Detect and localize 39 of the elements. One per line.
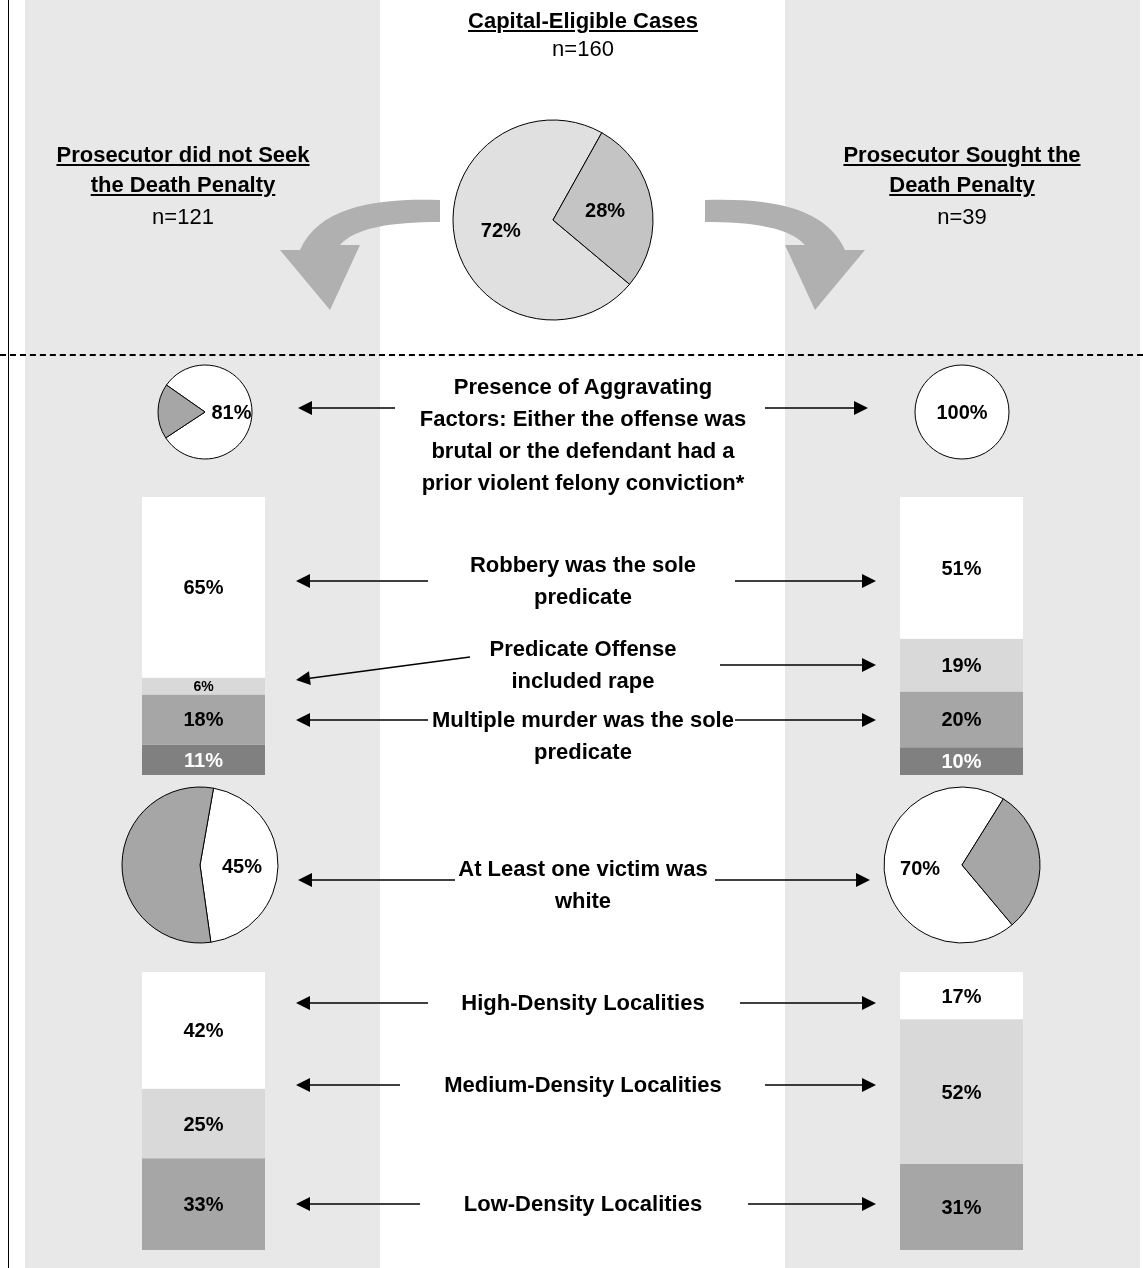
data-label: 81% bbox=[211, 401, 252, 424]
bar bbox=[142, 744, 265, 775]
data-label: 52% bbox=[941, 1080, 982, 1103]
data-label: 10% bbox=[941, 750, 982, 773]
text: n=39 bbox=[936, 203, 988, 231]
data-label: 72% bbox=[480, 218, 522, 241]
data-label: 70% bbox=[900, 856, 941, 879]
text: Multiple murder was the sole predicate bbox=[431, 706, 735, 766]
data-label: 51% bbox=[941, 556, 982, 579]
data-label: 17% bbox=[941, 984, 982, 1007]
chart-subtitle: n=160 bbox=[551, 36, 615, 62]
bar bbox=[142, 694, 265, 745]
text: Predicate Offense included rape bbox=[488, 635, 678, 695]
data-label: 100% bbox=[936, 401, 988, 423]
text: At Least one victim was white bbox=[457, 855, 709, 915]
data-label: 42% bbox=[183, 1019, 224, 1042]
data-label: 28% bbox=[585, 199, 626, 222]
text: Presence of Aggravating Factors: Either the offense was brutal or the defendant had a prior violent felony conviction* bbox=[418, 373, 748, 497]
bar bbox=[900, 747, 1023, 775]
data-label: 20% bbox=[941, 708, 982, 731]
chart-title: Capital-Eligible Cases bbox=[467, 8, 699, 34]
text: Medium-Density Localities bbox=[443, 1071, 723, 1099]
data-label: 6% bbox=[193, 678, 215, 695]
data-label: 11% bbox=[184, 748, 224, 771]
data-label: 65% bbox=[183, 576, 224, 599]
text: Low-Density Localities bbox=[462, 1190, 704, 1218]
data-label: 33% bbox=[183, 1193, 224, 1216]
text: Robbery was the sole predicate bbox=[468, 551, 698, 611]
bar bbox=[900, 497, 1023, 639]
text: High-Density Localities bbox=[460, 989, 706, 1017]
bar bbox=[900, 691, 1023, 748]
data-label: 18% bbox=[183, 708, 224, 731]
data-label: 25% bbox=[183, 1112, 224, 1135]
data-label: 31% bbox=[941, 1195, 982, 1218]
bar bbox=[142, 497, 265, 678]
data-label: 45% bbox=[221, 854, 263, 877]
data-label: 19% bbox=[941, 654, 982, 677]
bar bbox=[900, 638, 1023, 692]
text: n=121 bbox=[151, 203, 215, 231]
